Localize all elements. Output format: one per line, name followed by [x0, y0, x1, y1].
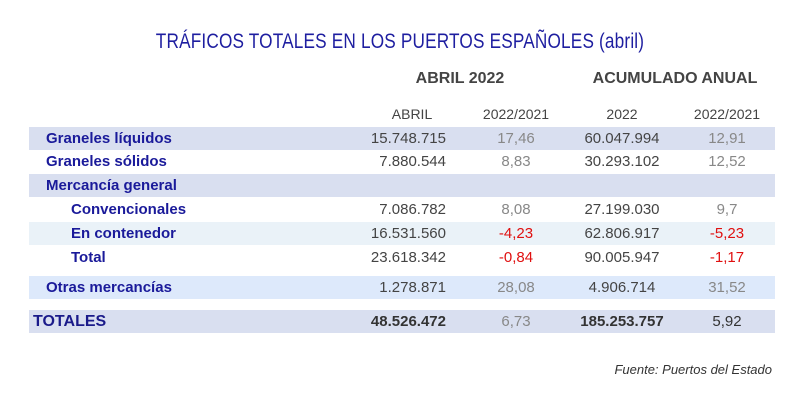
row-label: Mercancía general	[46, 177, 177, 194]
cell-abril: 23.618.342	[370, 249, 446, 266]
cell-acum: 62.806.917	[584, 225, 660, 242]
cell-var-mes: 17,46	[497, 130, 535, 147]
cell-acum: 4.906.714	[588, 279, 656, 296]
cell-acum: 185.253.757	[580, 313, 664, 330]
table-row: En contenedor 16.531.560 -4,23 62.806.917 -5…	[29, 222, 775, 245]
cell-var-acum: 12,52	[708, 153, 746, 170]
cell-var-acum: -1,17	[709, 249, 745, 266]
table-row: Total 23.618.342 -0,84 90.005.947 -1,17	[29, 246, 775, 269]
cell-abril: 15.748.715	[370, 130, 446, 147]
cell-acum: 30.293.102	[584, 153, 660, 170]
cell-var-mes: 8,08	[501, 201, 531, 218]
col-header-var-mes: 2022/2021	[482, 106, 550, 122]
row-label: Otras mercancías	[46, 279, 172, 296]
group-header-acumulado: ACUMULADO ANUAL	[592, 70, 758, 87]
cell-var-acum: 5,92	[712, 313, 742, 330]
cell-var-mes: 6,73	[501, 313, 531, 330]
cell-abril: 7.880.544	[379, 153, 446, 170]
row-label: TOTALES	[33, 313, 107, 330]
cell-var-mes: 8,83	[501, 153, 531, 170]
cell-abril: 16.531.560	[370, 225, 446, 242]
cell-var-acum: 12,91	[708, 130, 746, 147]
col-header-var-acum: 2022/2021	[693, 106, 761, 122]
table-row: Otras mercancías 1.278.871 28,08 4.906.714 3…	[29, 276, 775, 299]
table-row: Mercancía general	[29, 174, 775, 197]
table-row: TOTALES 48.526.472 6,73 185.253.757 5,92	[29, 310, 775, 333]
cell-var-mes: 28,08	[497, 279, 535, 296]
cell-acum: 27.199.030	[584, 201, 660, 218]
cell-abril: 1.278.871	[379, 279, 446, 296]
cell-abril: 48.526.472	[370, 313, 446, 330]
cell-var-acum: -5,23	[709, 225, 745, 242]
table-row: Graneles sólidos 7.880.544 8,83 30.293.102 1…	[29, 150, 775, 173]
source-note: Fuente: Puertos del Estado	[614, 362, 772, 377]
table-row: Graneles líquidos 15.748.715 17,46 60.047.9…	[29, 127, 775, 150]
cell-acum: 60.047.994	[584, 130, 660, 147]
row-label: Graneles sólidos	[46, 153, 167, 170]
group-header-abril: ABRIL 2022	[415, 70, 505, 87]
cell-var-mes: -0,84	[498, 249, 534, 266]
cell-var-acum: 9,7	[716, 201, 738, 218]
cell-var-acum: 31,52	[708, 279, 746, 296]
table-title: TRÁFICOS TOTALES EN LOS PUERTOS ESPAÑOLE…	[155, 30, 645, 53]
col-header-abril: ABRIL	[391, 106, 433, 122]
cell-var-mes: -4,23	[498, 225, 534, 242]
cell-abril: 7.086.782	[379, 201, 446, 218]
row-label: En contenedor	[71, 225, 177, 242]
table-row: Convencionales 7.086.782 8,08 27.199.030 9,7	[29, 198, 775, 221]
col-header-acum: 2022	[606, 106, 638, 122]
row-label: Total	[71, 249, 106, 266]
row-label: Graneles líquidos	[46, 130, 172, 147]
cell-acum: 90.005.947	[584, 249, 660, 266]
row-label: Convencionales	[71, 201, 187, 218]
